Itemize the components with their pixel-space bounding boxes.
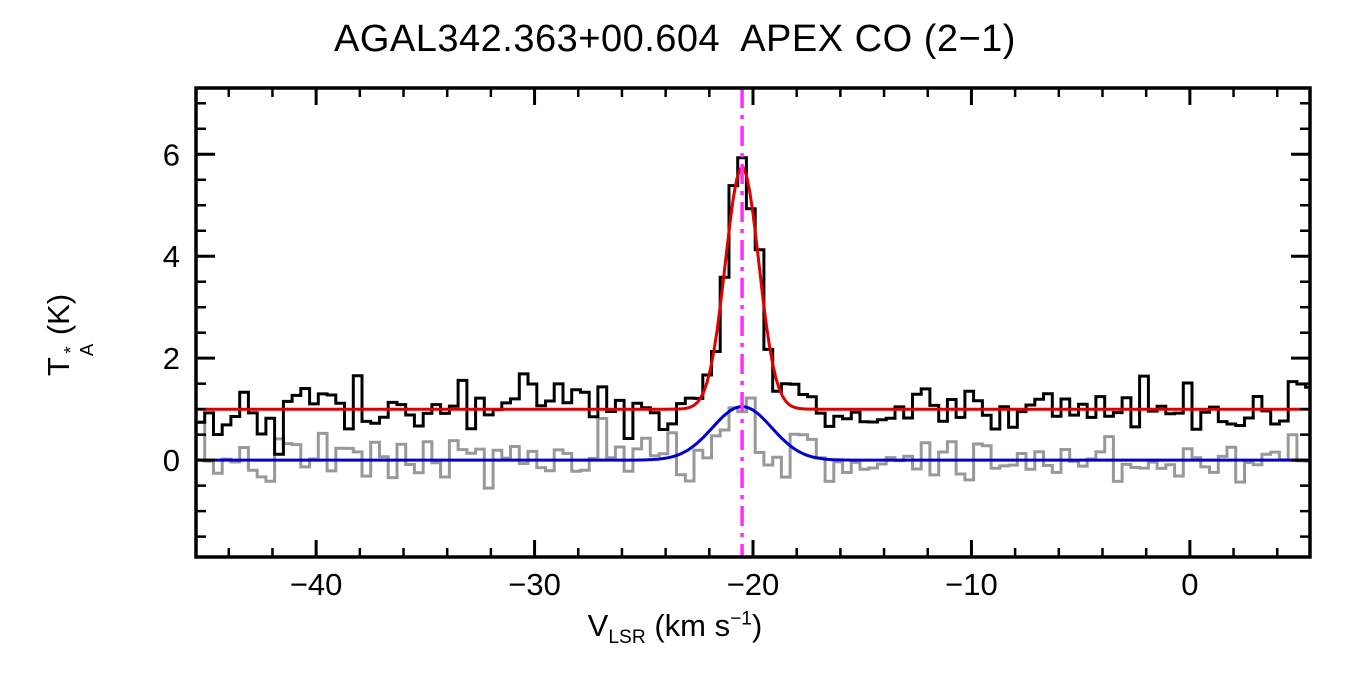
x-tick-label: 0 (1181, 567, 1198, 602)
y-label-subscript: A (76, 343, 98, 357)
x-label-subscript: LSR (608, 627, 646, 649)
gaussian-fit-main-curve (196, 165, 1310, 411)
x-axis-label: VLSR (km s−1) (0, 608, 1350, 649)
data-area (196, 88, 1310, 557)
y-tick-label: 4 (163, 239, 180, 274)
y-label-stack: * A (60, 343, 98, 357)
tick-labels: −40 −30 −20 −10 0 0 2 4 6 (163, 137, 1199, 602)
plot-title: AGAL342.363+00.604 APEX CO (2−1) (334, 18, 1016, 60)
x-label-base: V (587, 608, 609, 643)
x-label-superscript: −1 (730, 608, 752, 630)
secondary-spectrum (196, 396, 1310, 490)
x-label-close: ) (752, 608, 763, 643)
axis-ticks (196, 88, 1310, 557)
y-axis-label: T * A (K) (41, 185, 98, 485)
x-tick-label: −20 (727, 567, 780, 602)
y-tick-label: 2 (163, 341, 180, 376)
x-label-units: (km s (645, 608, 731, 643)
y-label-base: T (41, 357, 77, 377)
y-tick-label: 6 (163, 137, 180, 172)
y-tick-label: 0 (163, 443, 180, 478)
x-tick-label: −40 (290, 567, 343, 602)
x-tick-label: −10 (945, 567, 998, 602)
x-tick-label: −30 (508, 567, 561, 602)
y-label-units: (K) (41, 293, 77, 344)
plot-frame (194, 86, 1312, 559)
gaussian-fit-secondary-curve (196, 405, 1310, 462)
